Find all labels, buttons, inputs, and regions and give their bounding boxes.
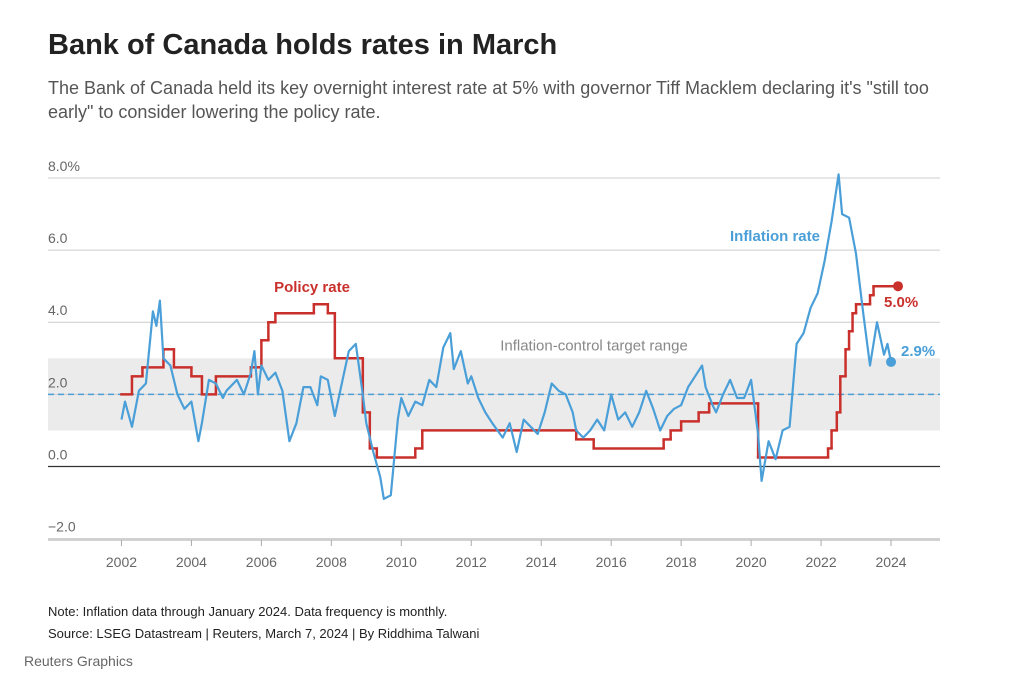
end-label: 5.0% [884,294,918,311]
y-tick-label: 4.0 [48,302,68,318]
note: Note: Inflation data through January 202… [48,604,447,619]
line-series [120,173,893,500]
series-label: Policy rate [274,279,350,296]
x-tick-label: 2008 [316,554,347,570]
x-tick-label: 2022 [805,554,836,570]
x-tick-label: 2018 [666,554,697,570]
series-label: Inflation rate [730,228,820,245]
x-tick-label: 2010 [386,554,417,570]
x-tick-label: 2016 [596,554,627,570]
end-dot [893,281,904,292]
y-tick-label: 0.0 [48,446,68,462]
x-tick-label: 2014 [526,554,557,570]
y-tick-label: 2.0 [48,374,68,390]
x-tick-label: 2006 [246,554,277,570]
x-tick-label: 2012 [456,554,487,570]
band-label: Inflation-control target range [500,337,688,354]
end-label: 2.9% [901,343,935,360]
chart-title: Bank of Canada holds rates in March [48,29,557,61]
source: Source: LSEG Datastream | Reuters, March… [48,626,479,641]
y-tick-label: 6.0 [48,230,68,246]
x-tick-label: 2024 [875,554,906,570]
chart-subtitle: The Bank of Canada held its key overnigh… [48,78,929,122]
credit: Reuters Graphics [24,653,133,669]
x-tick-label: 2020 [736,554,767,570]
x-tick-label: 2002 [106,554,137,570]
y-tick-label: −2.0 [48,519,76,535]
end-dot [886,356,897,367]
y-tick-label: 8.0% [48,158,80,174]
subtitle-box: The Bank of Canada held its key overnigh… [48,78,929,122]
x-tick-label: 2004 [176,554,207,570]
